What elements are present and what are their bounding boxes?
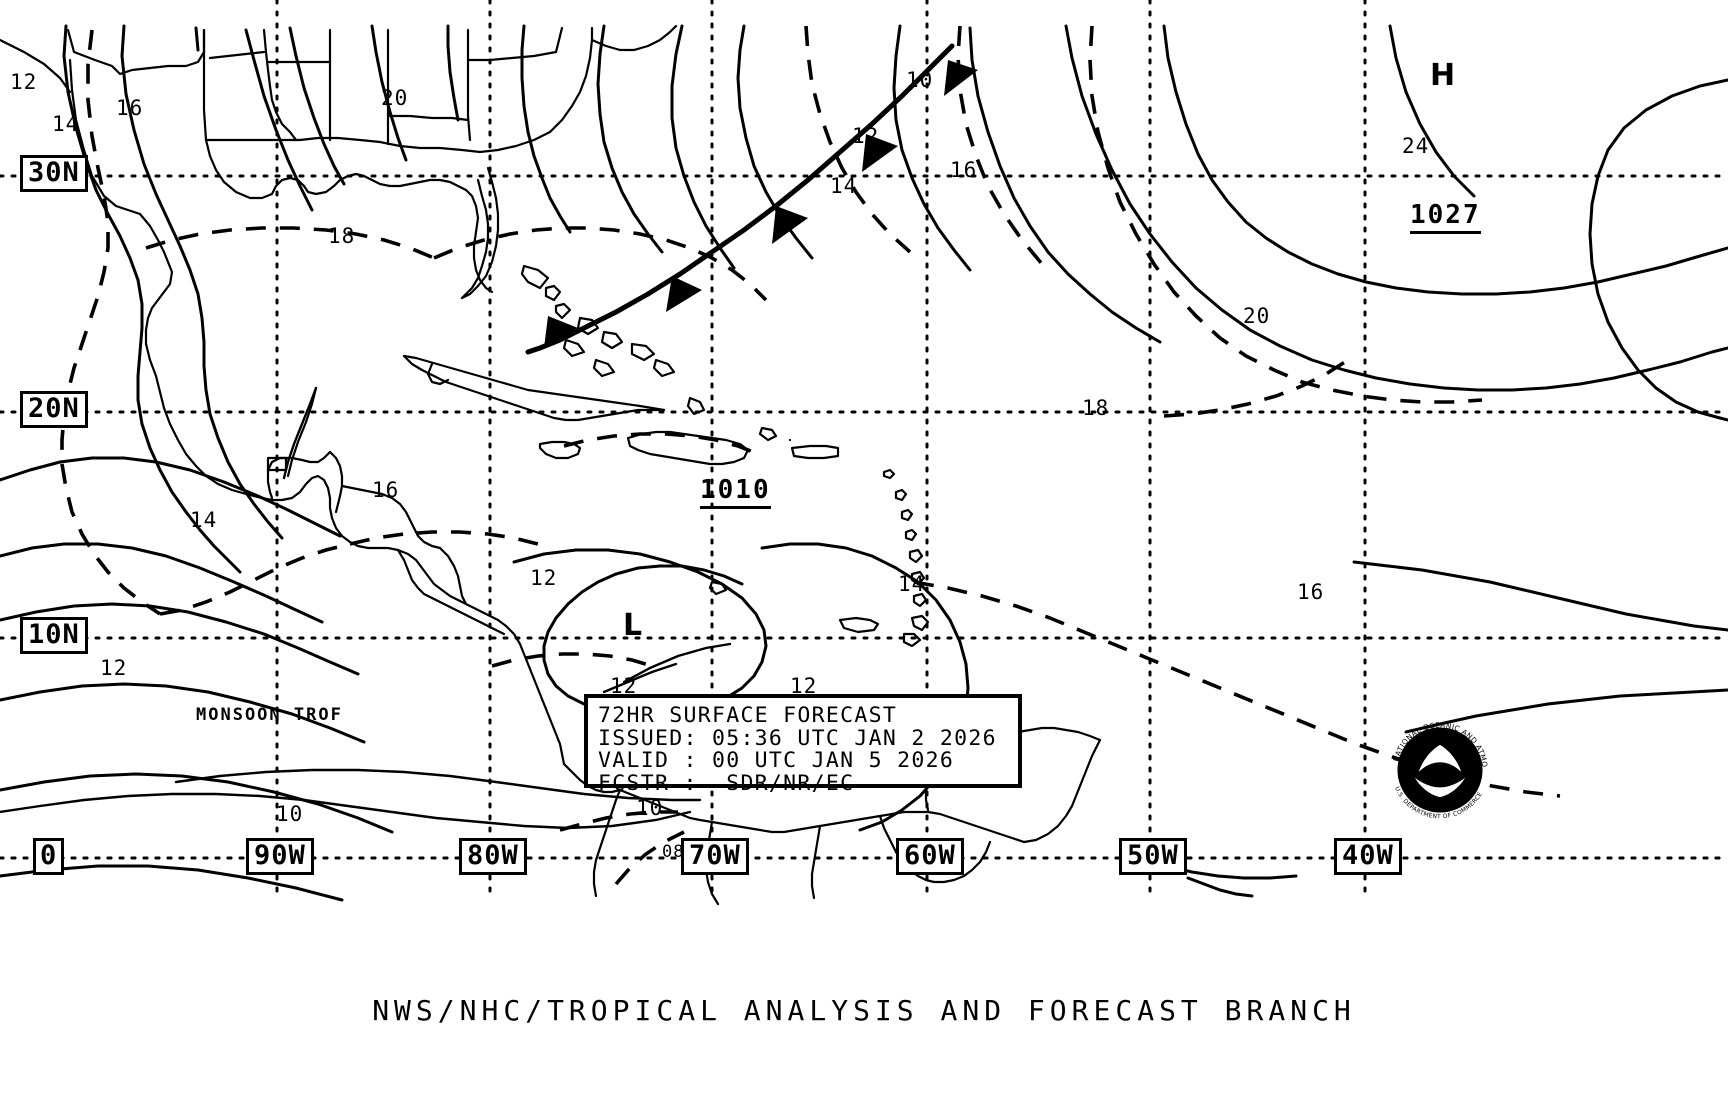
contour-label-20-top: 20 <box>381 86 409 110</box>
lat-label-30n: 30N <box>20 155 88 192</box>
contour-label-16-se: 16 <box>1297 580 1325 604</box>
forecast-info-box: 72HR SURFACE FORECAST ISSUED: 05:36 UTC … <box>584 694 1022 794</box>
cold-front <box>525 43 978 355</box>
low-pressure-symbol: L <box>623 608 643 643</box>
low-pressure-value: 1010 <box>700 475 771 509</box>
noaa-seagull-glyph <box>1414 744 1466 798</box>
lon-label-50w: 50W <box>1119 838 1187 875</box>
contour-label-12-left: 12 <box>100 656 128 680</box>
contour-label-14-mexico: 14 <box>190 508 218 532</box>
monsoon-trough <box>0 768 702 830</box>
contour-label-14-atl: 14 <box>830 174 858 198</box>
contour-label-16-carib: 16 <box>372 478 400 502</box>
lon-label-60w: 60W <box>896 838 964 875</box>
lat-label-0: 0 <box>33 838 65 875</box>
high-pressure-symbol: H <box>1430 58 1456 93</box>
contour-label-12-atl: 12 <box>852 124 880 148</box>
contour-label-12-topleft: 12 <box>10 70 38 94</box>
lon-label-90w: 90W <box>246 838 314 875</box>
lat-label-20n: 20N <box>20 391 88 428</box>
infobox-fcstr: FCSTR : SDR/NR/EC <box>598 770 855 796</box>
contour-label-10-bottom: 10 <box>636 796 664 820</box>
contour-label-16-atl: 16 <box>950 158 978 182</box>
contour-label-10-top: 10 <box>906 68 934 92</box>
noaa-logo: NATIONAL OCEANIC AND ATMOSPHERIC ADMINIS… <box>1382 712 1489 820</box>
coastlines <box>0 24 1102 906</box>
lon-label-80w: 80W <box>459 838 527 875</box>
high-pressure-value: 1027 <box>1410 200 1481 234</box>
product-credit-line: NWS/NHC/TROPICAL ANALYSIS AND FORECAST B… <box>372 994 1356 1027</box>
infobox-title: 72HR SURFACE FORECAST <box>598 703 898 728</box>
infobox-issued: ISSUED: 05:36 UTC JAN 2 2026 <box>598 725 997 751</box>
contour-label-18-gulf: 18 <box>328 224 356 248</box>
lat-label-10n: 10N <box>20 617 88 654</box>
lon-label-70w: 70W <box>681 838 749 875</box>
contour-label-14-topleft: 14 <box>52 112 80 136</box>
lon-label-40w: 40W <box>1334 838 1402 875</box>
contour-label-16-topleft: 16 <box>116 96 144 120</box>
noaa-logo-disc <box>1397 727 1483 813</box>
contour-label-18-east: 18 <box>1082 396 1110 420</box>
low-trough-line <box>282 386 732 694</box>
contour-label-24-ne: 24 <box>1402 134 1430 158</box>
contour-label-12-camerica: 12 <box>530 566 558 590</box>
contour-label-08-bottom: 08 <box>662 842 685 862</box>
contour-label-12-bottom: 10 <box>276 802 304 826</box>
monsoon-trof-label: MONSOON TROF <box>196 705 343 725</box>
contour-label-14-carib: 14 <box>898 572 926 596</box>
infobox-valid: VALID : 00 UTC JAN 5 2026 <box>598 748 955 773</box>
contour-label-20-east: 20 <box>1243 304 1271 328</box>
isobars-solid <box>0 24 1728 902</box>
